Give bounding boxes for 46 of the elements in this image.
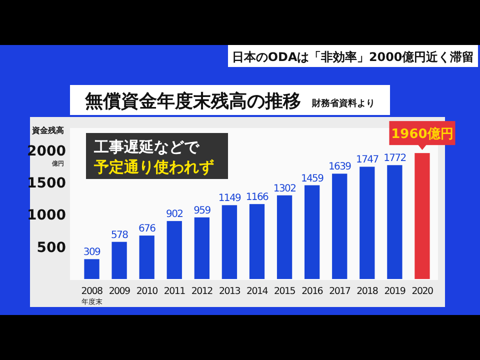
data-label: 959 bbox=[194, 205, 211, 216]
x-tick-label: 2008 bbox=[81, 286, 104, 297]
x-tick-label: 2009 bbox=[108, 286, 131, 297]
x-tick-label: 2016 bbox=[302, 286, 324, 297]
bar bbox=[304, 185, 320, 279]
y-tick-label: 500 bbox=[36, 240, 66, 256]
bar bbox=[84, 259, 100, 279]
bar bbox=[166, 221, 182, 279]
annotation: 予定通り使われず bbox=[93, 158, 214, 176]
x-tick-label: 2020 bbox=[412, 286, 434, 297]
data-label: 1459 bbox=[300, 173, 324, 184]
y-axis-title: 資金残高 bbox=[31, 125, 64, 135]
data-label: 902 bbox=[166, 209, 184, 220]
bar bbox=[222, 205, 238, 279]
data-label: 1772 bbox=[384, 153, 406, 164]
data-label: 1960億円 bbox=[391, 126, 454, 142]
bar bbox=[414, 153, 430, 279]
x-tick-label: 2014 bbox=[246, 286, 268, 297]
bar bbox=[360, 166, 375, 279]
chart-title: 無償資金年度末残高の推移 bbox=[84, 91, 301, 112]
x-tick-label: 2013 bbox=[218, 286, 241, 297]
data-label: 1747 bbox=[356, 154, 379, 166]
x-tick-label: 2011 bbox=[164, 286, 186, 297]
x-tick-label: 2017 bbox=[329, 286, 351, 297]
data-label: 1166 bbox=[246, 192, 269, 204]
bar bbox=[387, 165, 402, 279]
x-tick-label: 2015 bbox=[274, 286, 296, 297]
bar bbox=[249, 204, 265, 279]
data-label: 578 bbox=[110, 230, 128, 241]
data-label: 1149 bbox=[218, 193, 242, 204]
x-tick-label: 2018 bbox=[356, 286, 378, 297]
x-tick-label: 2019 bbox=[384, 286, 406, 297]
text: 日本のODAは「非効率」2000億円近く滞留 bbox=[232, 50, 475, 64]
bar bbox=[112, 242, 127, 279]
bar bbox=[332, 174, 348, 279]
data-label: 676 bbox=[138, 224, 156, 235]
bar bbox=[139, 236, 154, 279]
annotation: 工事遅延などで bbox=[93, 138, 200, 156]
data-label: 309 bbox=[83, 247, 101, 258]
data-label: 1639 bbox=[328, 162, 352, 173]
x-tick-label: 2010 bbox=[136, 286, 158, 297]
data-label: 1302 bbox=[273, 183, 296, 194]
bar bbox=[194, 217, 210, 279]
chart-subtitle: 財務省資料より bbox=[311, 98, 375, 109]
bar bbox=[276, 195, 292, 279]
x-tick-label: 2012 bbox=[191, 286, 214, 297]
